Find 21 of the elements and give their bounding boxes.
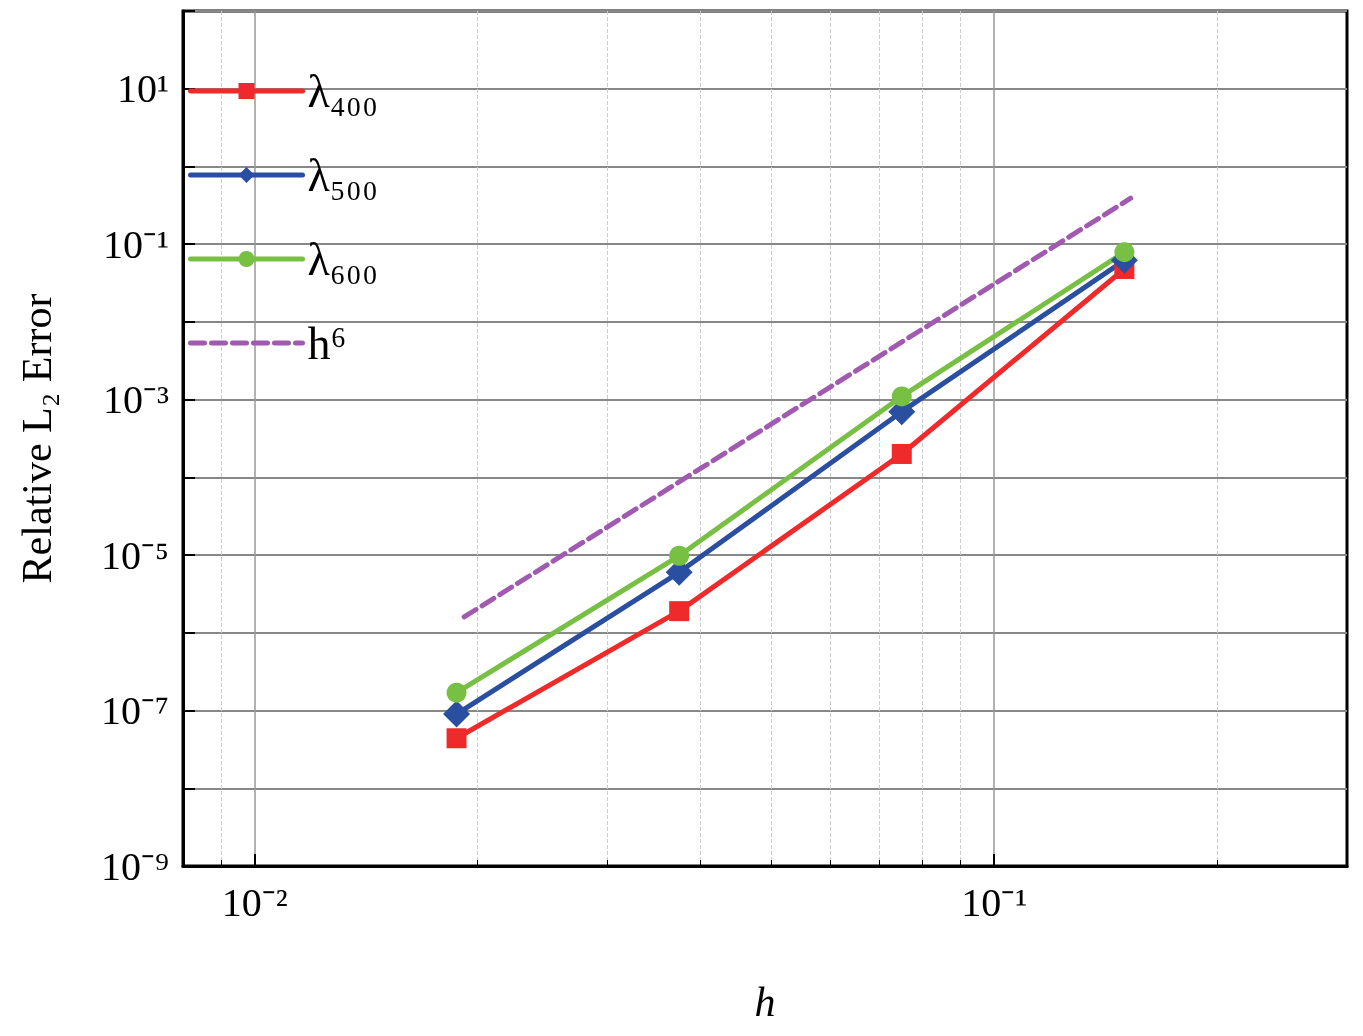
legend-label: λ₄₀₀ [307, 65, 378, 117]
y-tick-label: 10⁻³ [103, 377, 169, 423]
legend-label: λ₆₀₀ [307, 233, 378, 285]
point [669, 545, 690, 566]
y-axis-title: Relative L₂ Error [14, 293, 60, 584]
point [446, 728, 467, 749]
x-tick-label: 10⁻² [221, 879, 288, 925]
y-tick-label: 10¹ [117, 66, 169, 112]
point [443, 700, 471, 728]
point [446, 682, 467, 703]
point [669, 601, 690, 622]
y-tick-label: 10⁻⁵ [101, 532, 169, 578]
legend-label: h⁶ [307, 317, 347, 369]
x-axis-title: h [754, 979, 776, 1025]
y-tick-label: 10⁻⁷ [101, 688, 169, 734]
y-tick-label: 10⁻⁹ [101, 843, 169, 889]
point [891, 386, 912, 407]
legend-label: λ₅₀₀ [307, 149, 378, 201]
point [891, 443, 912, 464]
point [1114, 242, 1135, 263]
y-tick-label: 10⁻¹ [103, 221, 169, 267]
